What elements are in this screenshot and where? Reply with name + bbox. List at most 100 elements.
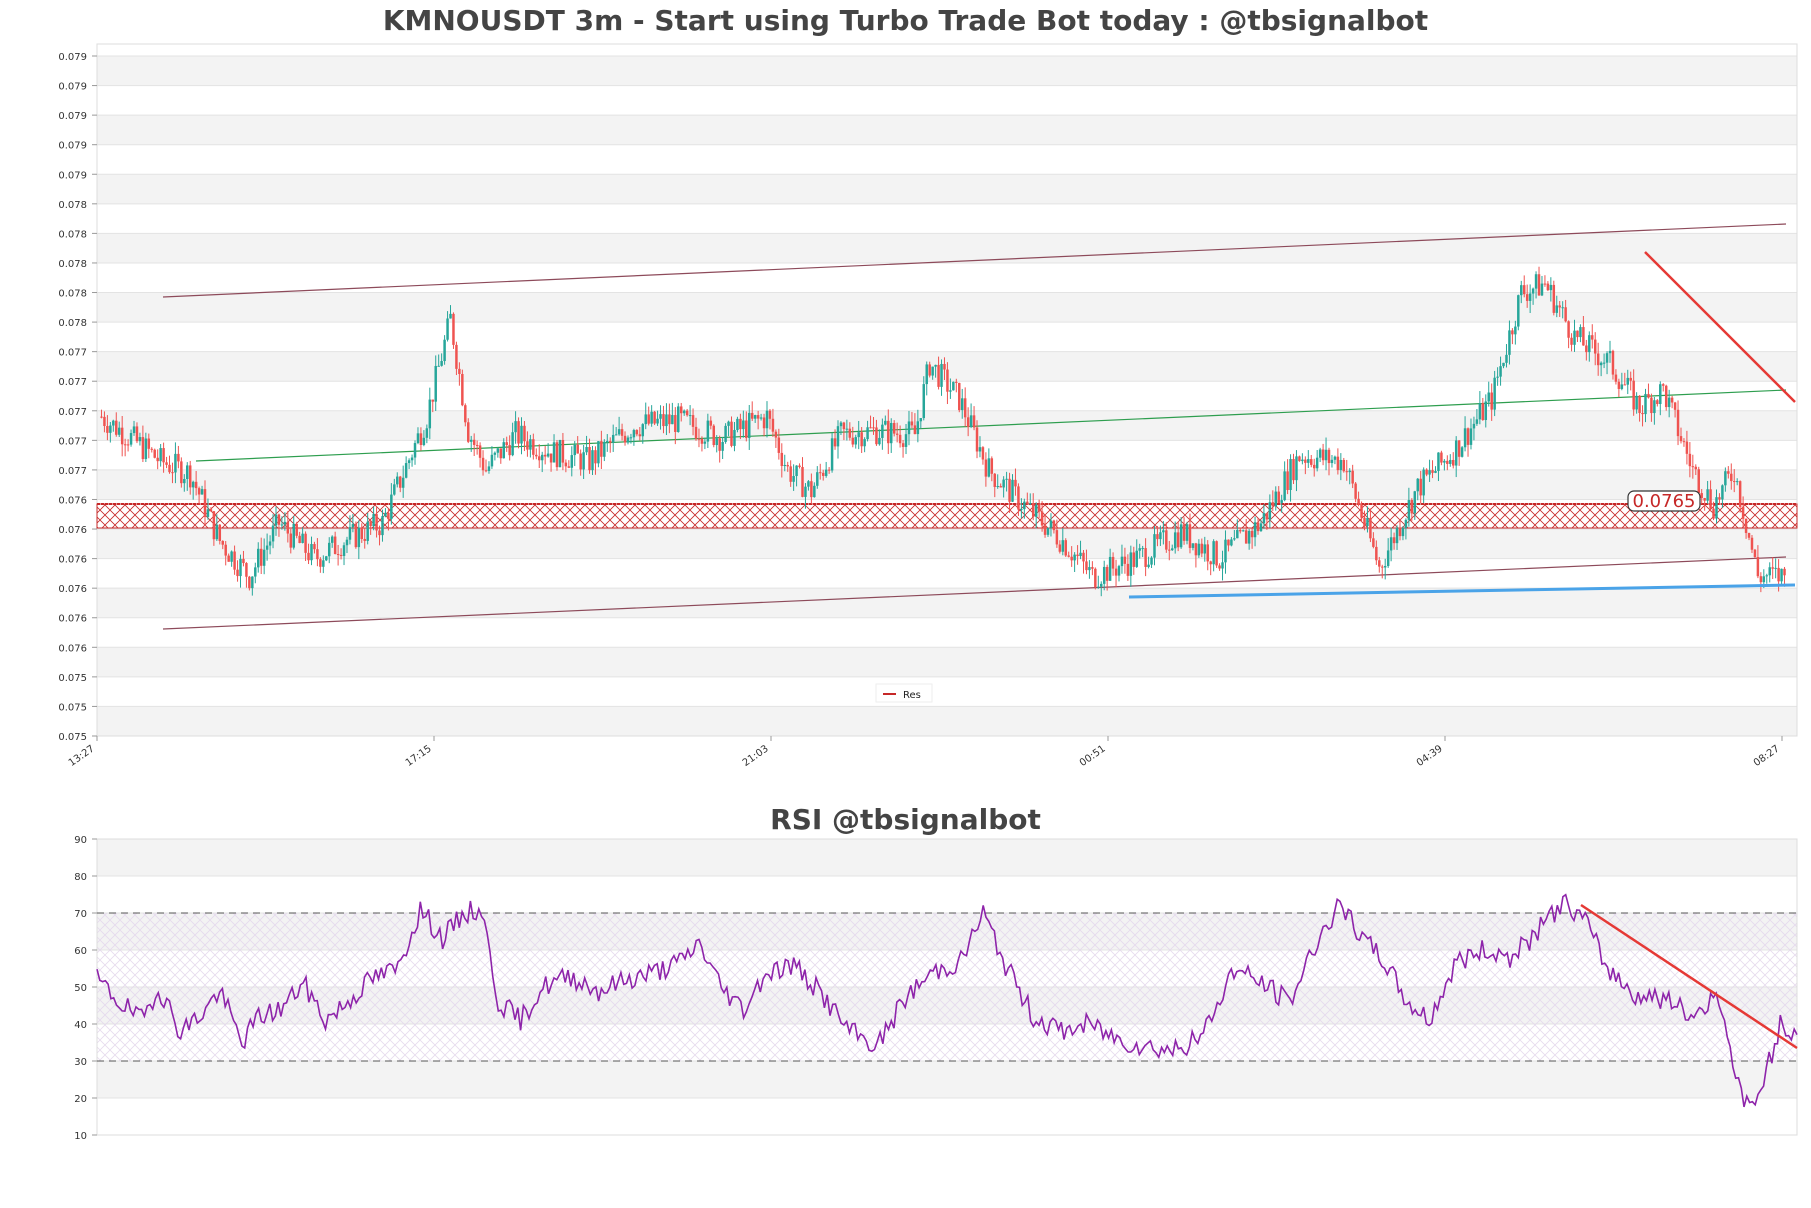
candle-body <box>292 523 295 548</box>
candle-body <box>1070 556 1073 561</box>
candle-body <box>316 549 319 560</box>
candle-body <box>434 365 437 402</box>
candle-body <box>1552 284 1556 313</box>
rsi-y-tick-label: 10 <box>74 1131 87 1142</box>
candle-body <box>387 512 390 520</box>
candle-body <box>1517 295 1520 327</box>
candle-body <box>407 460 411 464</box>
candle-body <box>1561 307 1564 309</box>
candle-body <box>1138 548 1141 551</box>
candle-body <box>1463 428 1467 448</box>
candle-body <box>943 363 946 370</box>
candle-body <box>762 417 766 429</box>
candle-body <box>1011 479 1014 502</box>
candle-body <box>162 448 165 463</box>
candle-body <box>183 478 186 484</box>
candle-body <box>458 368 461 374</box>
candle-body <box>691 415 695 427</box>
candle-body <box>254 567 257 577</box>
candle-body <box>987 458 991 477</box>
price-grid-band <box>97 115 1797 145</box>
candle-body <box>1413 491 1417 514</box>
candle-body <box>1437 452 1440 471</box>
candle-body <box>1611 350 1615 375</box>
candle-body <box>1336 456 1340 471</box>
candle-body <box>469 439 473 442</box>
price-y-tick-label: 0.078 <box>58 289 87 300</box>
candle-body <box>191 481 195 488</box>
candle-body <box>1002 479 1005 488</box>
candle-body <box>1315 457 1319 469</box>
candle-body <box>1715 497 1718 519</box>
candle-body <box>165 462 168 465</box>
candle-body <box>416 433 420 444</box>
candle-body <box>242 558 245 564</box>
candle-body <box>1170 548 1174 551</box>
candle-body <box>508 445 511 456</box>
candle-body <box>366 521 369 541</box>
rsi-grid-band <box>97 1061 1797 1098</box>
candle-body <box>1345 471 1348 473</box>
candle-body <box>1230 539 1233 546</box>
candle-body <box>227 555 230 562</box>
candle-body <box>1357 498 1360 505</box>
candle-body <box>1117 566 1121 576</box>
candle-body <box>268 541 272 546</box>
candle-body <box>674 415 677 432</box>
channel-lower-line <box>162 556 1787 630</box>
candle-body <box>1182 524 1186 541</box>
rsi-y-tick-label: 30 <box>74 1057 87 1068</box>
candle-body <box>1664 385 1668 408</box>
candle-body <box>206 509 210 517</box>
candle-body <box>1659 384 1662 405</box>
candle-body <box>1378 560 1381 567</box>
candle-body <box>384 512 387 517</box>
price-y-tick-label: 0.079 <box>58 52 87 63</box>
candle-body <box>138 437 142 442</box>
candle-body <box>212 511 216 540</box>
candle-body <box>520 425 523 444</box>
price-grid-band <box>97 558 1797 589</box>
candle-body <box>824 469 828 476</box>
candle-body <box>378 530 381 536</box>
candle-body <box>484 470 488 472</box>
price-grid-band <box>97 144 1797 175</box>
candle-body <box>280 524 284 526</box>
candle-body <box>730 421 733 446</box>
candle-body <box>1366 517 1369 527</box>
candle-body <box>570 455 574 468</box>
rsi-y-tick-label: 50 <box>74 983 87 994</box>
candle-body <box>807 481 810 487</box>
candle-body <box>1774 567 1777 569</box>
price-plot-frame <box>96 43 1798 737</box>
candle-body <box>398 476 402 488</box>
candle-body <box>1457 440 1461 457</box>
candle-body <box>1656 400 1659 405</box>
candle-body <box>490 454 494 467</box>
candle-body <box>496 448 500 453</box>
candle-body <box>588 447 591 471</box>
candle-body <box>1676 409 1680 437</box>
candle-body <box>487 466 491 471</box>
candle-body <box>1301 459 1304 462</box>
candle-body <box>1703 498 1706 501</box>
candle-body <box>1108 556 1112 581</box>
price-y-tick-label: 0.077 <box>58 436 87 447</box>
candle-body <box>795 465 798 477</box>
candle-body <box>561 439 565 463</box>
candle-body <box>1100 583 1103 587</box>
candle-body <box>848 428 852 438</box>
price-x-tick-label: 00:51 <box>1078 743 1108 769</box>
candle-body <box>656 418 659 424</box>
candle-body <box>1765 575 1769 577</box>
candle-body <box>1662 384 1665 386</box>
candle-body <box>898 434 902 444</box>
candle-body <box>1268 502 1272 520</box>
candle-body <box>535 454 538 457</box>
candle-body <box>1460 447 1464 457</box>
candle-body <box>307 552 310 561</box>
candle-body <box>422 437 426 446</box>
candle-body <box>750 412 754 419</box>
candle-body <box>283 521 287 525</box>
candle-body <box>1741 507 1745 519</box>
